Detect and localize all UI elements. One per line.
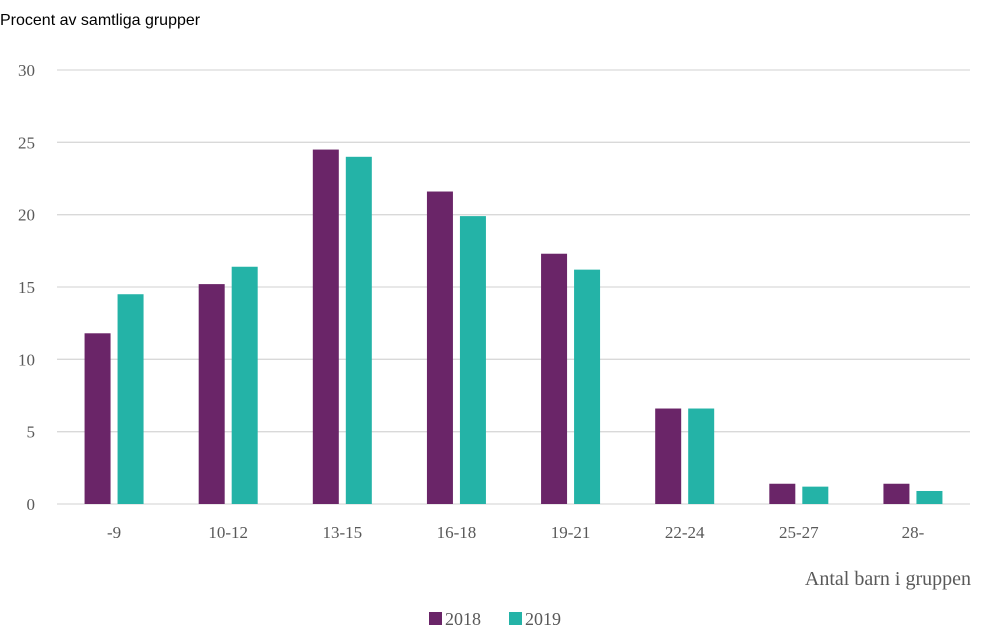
y-tick-label: 10 (18, 350, 35, 369)
bar-2019-19-21 (574, 269, 601, 504)
bar-2018-13-15 (312, 149, 339, 505)
bar-2019-22-24 (688, 408, 715, 504)
y-tick-label: 30 (18, 61, 35, 80)
y-tick-label: 25 (18, 133, 35, 152)
x-tick-label: 19-21 (551, 523, 591, 542)
y-tick-label: 5 (27, 423, 36, 442)
y-tick-label: 15 (18, 278, 35, 297)
bar-2018-25-27 (769, 483, 796, 504)
bar-2019-25-27 (802, 486, 829, 504)
x-tick-label: -9 (107, 523, 121, 542)
legend: 2018 2019 (429, 609, 561, 629)
bar-2018-16-18 (426, 191, 453, 504)
x-tick-label: 25-27 (779, 523, 819, 542)
bar-2019-16-18 (459, 216, 486, 504)
legend-label-2019: 2019 (525, 609, 561, 629)
bar-2018--9 (84, 333, 111, 504)
bar-2019--9 (117, 294, 144, 504)
x-axis-ticks: -9 10-12 13-15 16-18 19-21 22-24 25-27 28- (107, 523, 925, 542)
x-tick-label: 22-24 (665, 523, 705, 542)
bar-2018-10-12 (198, 284, 225, 504)
x-tick-label: 13-15 (322, 523, 362, 542)
legend-swatch-2019 (509, 612, 522, 625)
y-tick-label: 20 (18, 206, 35, 225)
bar-2019-10-12 (231, 266, 258, 504)
gridlines (57, 69, 970, 505)
x-tick-label: 10-12 (208, 523, 248, 542)
y-tick-label: 0 (27, 495, 36, 514)
y-axis-ticks: 0 5 10 15 20 25 30 (18, 61, 35, 514)
bar-2018-22-24 (655, 408, 682, 504)
bar-2018-19-21 (541, 253, 568, 504)
bar-2019-13-15 (345, 156, 372, 505)
legend-label-2018: 2018 (445, 609, 481, 629)
legend-swatch-2018 (429, 612, 442, 625)
bars (84, 149, 943, 505)
x-tick-label: 28- (902, 523, 925, 542)
y-axis-label: Procent av samtliga grupper (0, 12, 201, 29)
x-axis-label: Antal barn i gruppen (805, 568, 971, 590)
bar-2019-28- (916, 490, 943, 504)
x-tick-label: 16-18 (437, 523, 477, 542)
bar-2018-28- (883, 483, 910, 504)
